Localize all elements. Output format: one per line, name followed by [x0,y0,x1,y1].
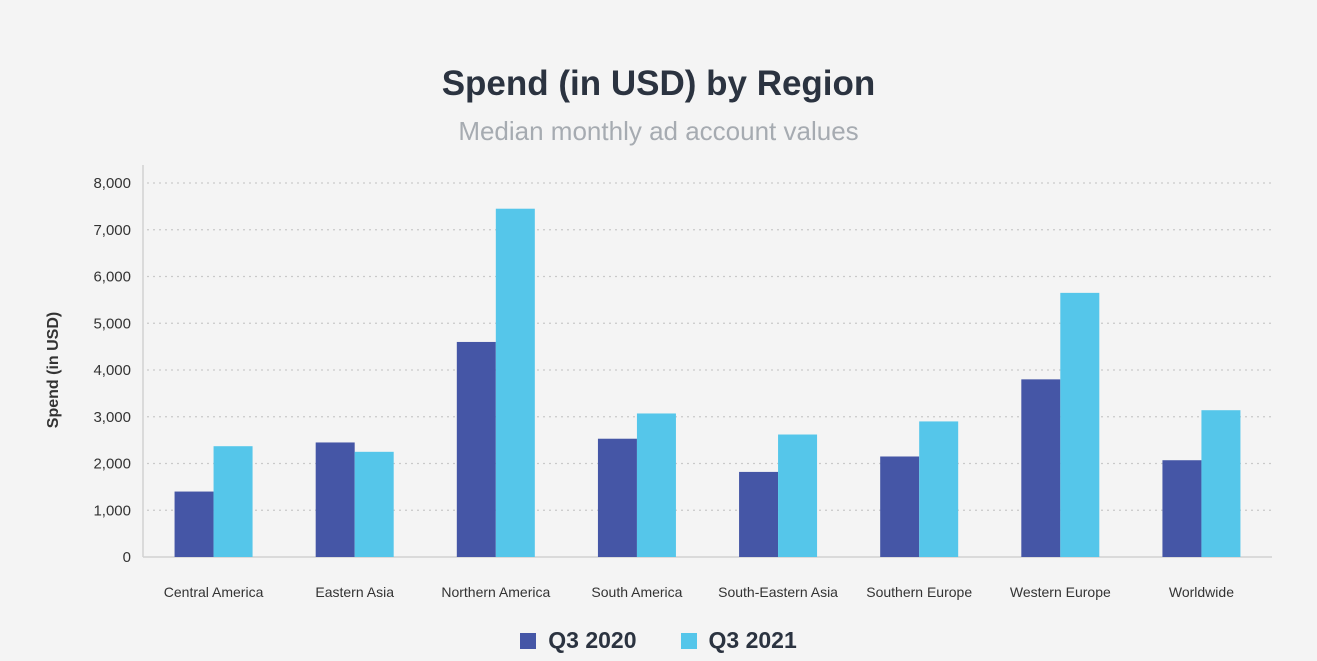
bar-q3-2021 [636,413,676,557]
x-tick-label: South-Eastern Asia [718,584,838,600]
x-tick-label: Southern Europe [866,584,972,600]
legend-item: Q3 2021 [680,627,797,654]
y-tick-label: 1,000 [93,502,131,519]
y-axis-title: Spend (in USD) [45,312,62,428]
chart-title: Spend (in USD) by Region [441,64,876,103]
x-tick-label: Central America [164,584,264,600]
bar-q3-2020 [1162,460,1202,557]
bars [174,208,1241,557]
y-tick-label: 7,000 [93,222,131,239]
legend-swatch [680,632,697,649]
bar-q3-2020 [880,456,920,557]
bar-q3-2020 [739,471,779,557]
bar-q3-2021 [495,208,535,557]
axis-labels: 0 1,000 2,000 3,000 4,000 5,000 6,000 7,000 8,00… [45,175,1234,600]
bar-q3-2021 [1201,410,1241,557]
bar-q3-2020 [1021,379,1061,557]
legend-swatch [520,632,537,649]
y-tick-label: 2,000 [93,456,131,473]
chart-subtitle: Median monthly ad account values [458,116,859,146]
bar-q3-2021 [919,421,959,557]
y-tick-label: 3,000 [93,409,131,426]
bar-q3-2021 [213,446,253,557]
y-tick-label: 4,000 [93,362,131,379]
x-tick-label: Northern America [441,584,550,600]
legend-item: Q3 2020 [520,627,637,654]
bar-q3-2021 [1060,292,1100,557]
bar-q3-2020 [174,491,214,557]
bar-q3-2021 [354,451,394,557]
x-tick-label: Western Europe [1010,584,1111,600]
bar-q3-2020 [597,438,637,557]
bar-q3-2021 [778,434,818,557]
y-tick-label: 0 [123,549,131,566]
y-tick-label: 6,000 [93,269,131,286]
bar-q3-2020 [456,341,496,557]
legend: Q3 2020 Q3 2021 [0,627,1317,654]
y-tick-label: 5,000 [93,315,131,332]
axes [142,165,1272,558]
x-tick-label: Eastern Asia [315,584,394,600]
legend-label: Q3 2021 [708,627,797,653]
bar-q3-2020 [315,442,355,557]
legend-label: Q3 2020 [548,627,637,653]
x-tick-label: Worldwide [1169,584,1234,600]
y-tick-label: 8,000 [93,175,131,192]
x-tick-label: South America [591,584,682,600]
